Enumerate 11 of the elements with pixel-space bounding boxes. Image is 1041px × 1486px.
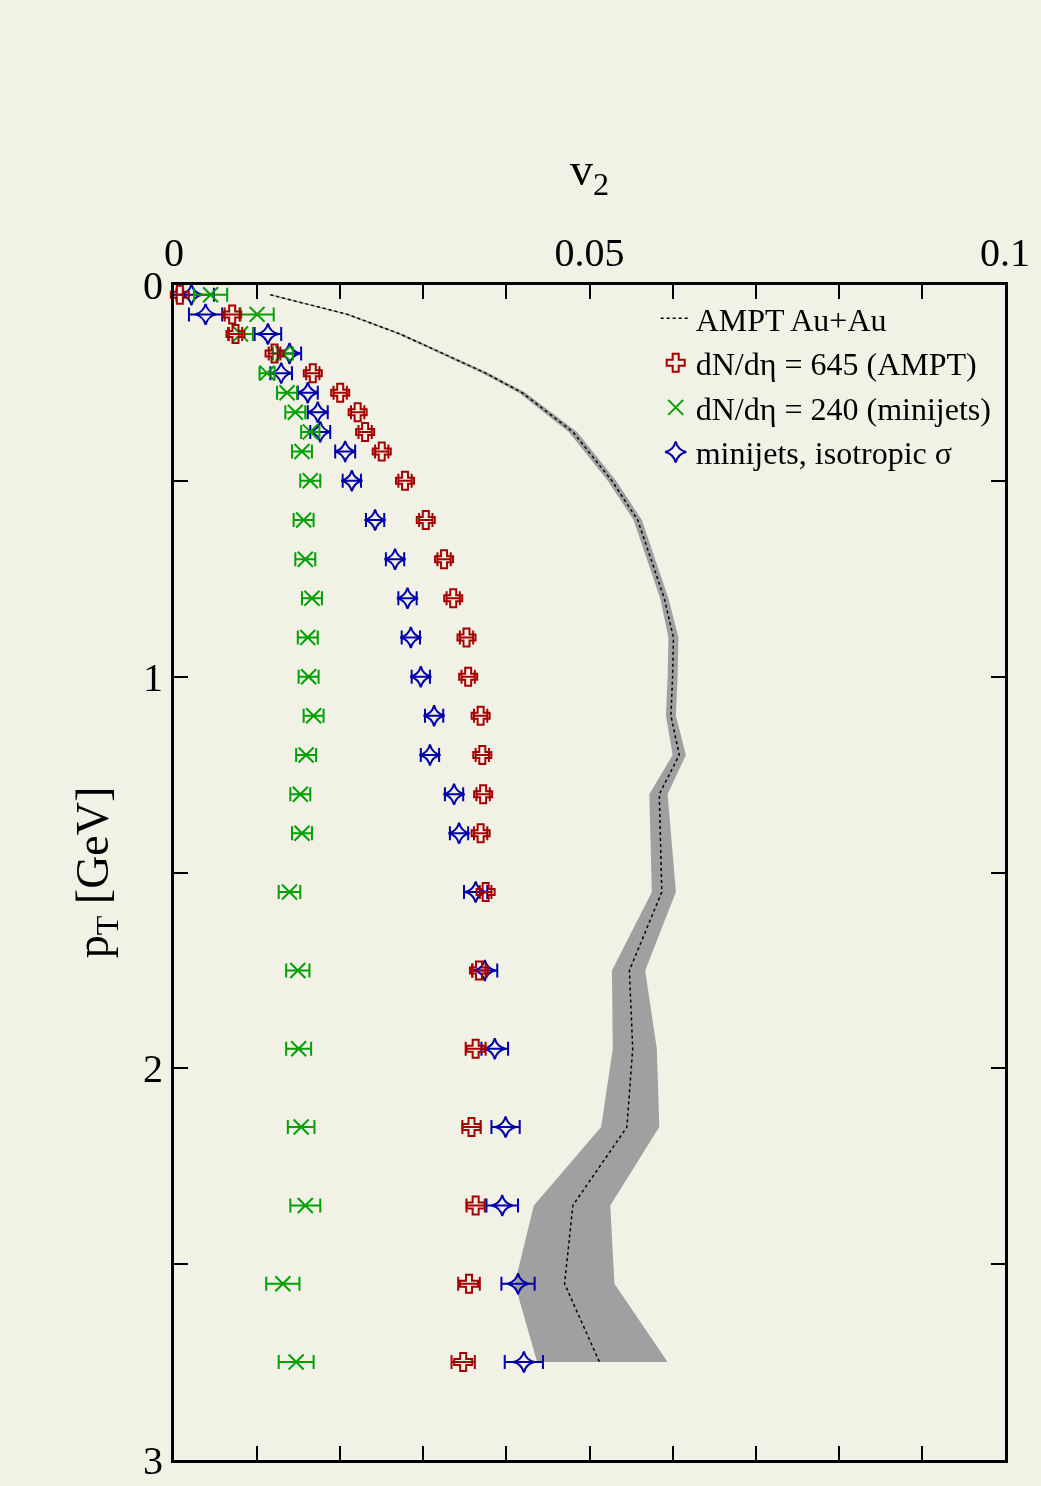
- y-tick-label: 0: [143, 263, 163, 308]
- x-tick-label: 0.05: [554, 230, 625, 275]
- legend-label: dN/dη = 240 (minijets): [695, 390, 991, 427]
- legend-label: AMPT Au+Au: [695, 301, 887, 338]
- y-tick-label: 3: [143, 1438, 163, 1483]
- y-tick-label: 2: [143, 1046, 163, 1092]
- x-axis-title: v$_{2}$: [569, 144, 610, 203]
- x-tick-label: 0.1: [980, 230, 1030, 275]
- legend-label: dN/dη = 645 (AMPT): [695, 346, 977, 383]
- y-tick-label: 1: [143, 654, 163, 700]
- legend-label: minijets, isotropic σ: [695, 435, 953, 472]
